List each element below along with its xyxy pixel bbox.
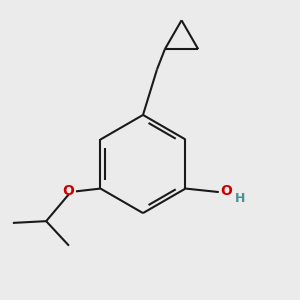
Text: O: O — [62, 184, 74, 198]
Text: H: H — [235, 192, 245, 205]
Text: O: O — [220, 184, 232, 198]
